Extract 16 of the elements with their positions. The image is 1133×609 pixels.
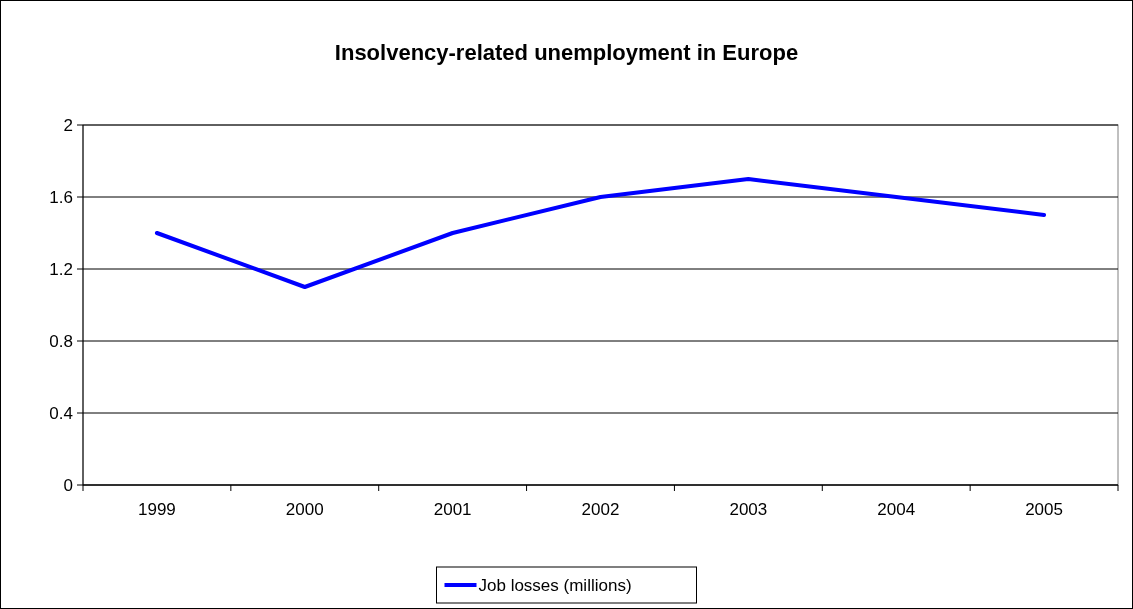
x-tick-label: 2003	[729, 500, 768, 519]
x-tick-label: 2000	[285, 500, 324, 519]
x-tick-label: 2004	[877, 500, 916, 519]
legend-label: Job losses (millions)	[478, 575, 632, 595]
y-tick-label: 0.4	[49, 403, 73, 423]
y-tick-label: 1.2	[49, 259, 73, 279]
y-tick-label: 1.6	[49, 187, 73, 207]
chart-title: Insolvency-related unemployment in Europe	[334, 40, 799, 65]
y-tick-label: 0	[63, 475, 73, 495]
x-tick-label: 2005	[1025, 500, 1063, 519]
y-tick-label: 0.8	[49, 331, 73, 351]
x-tick-label: 2001	[433, 500, 472, 519]
x-tick-label: 2002	[581, 500, 620, 519]
y-tick-label: 2	[63, 115, 73, 135]
x-tick-label: 1999	[138, 500, 176, 519]
line-series	[154, 177, 1047, 289]
